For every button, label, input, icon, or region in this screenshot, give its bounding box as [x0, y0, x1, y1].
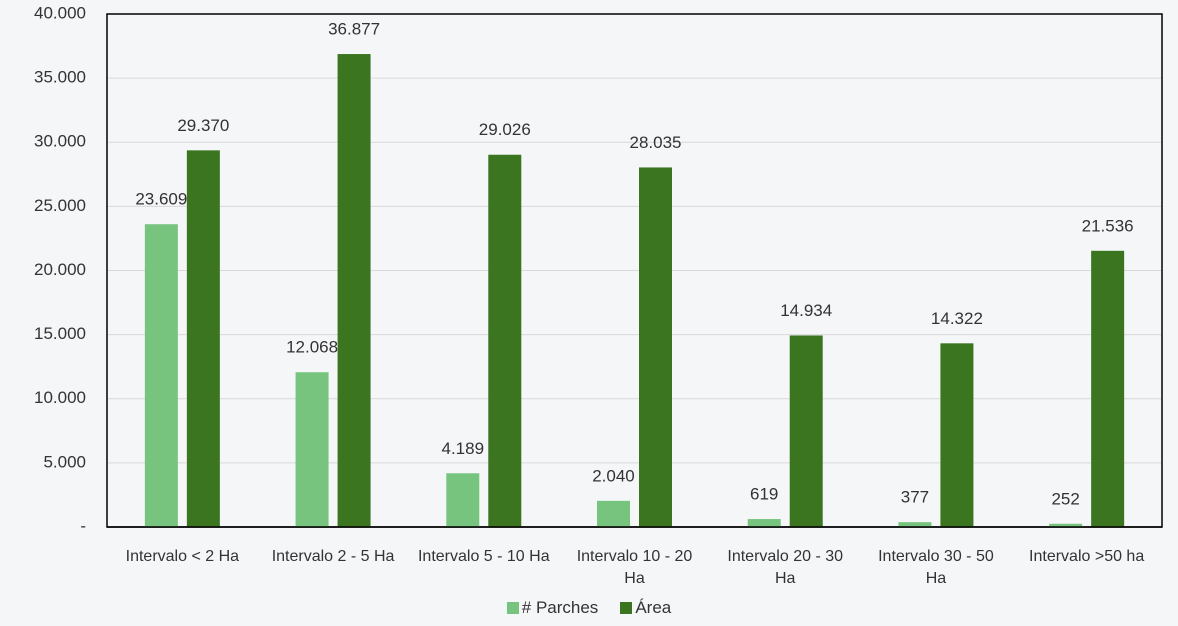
data-label: 29.026: [479, 120, 531, 139]
bar: [639, 167, 672, 528]
y-tick-label: 40.000: [34, 3, 86, 22]
y-tick-label: 35.000: [34, 68, 86, 87]
y-tick-label: 15.000: [34, 324, 86, 343]
legend-label: Área: [635, 598, 672, 617]
bar: [488, 154, 522, 527]
legend-swatch: [506, 602, 519, 614]
x-tick-label: Intervalo 2 - 5 Ha: [271, 548, 395, 565]
y-tick-label: 25.000: [34, 196, 86, 215]
legend-swatch: [620, 602, 633, 614]
data-label: 36.877: [328, 20, 380, 39]
bar: [597, 500, 630, 527]
x-tick-label: Intervalo >50 ha: [1029, 548, 1145, 565]
y-tick-label: 5.000: [43, 452, 86, 471]
data-label: 14.322: [931, 309, 983, 328]
data-label: 252: [1051, 489, 1079, 508]
bar: [144, 224, 178, 527]
data-label: 12.068: [286, 338, 338, 357]
bar: [747, 519, 781, 527]
data-label: 377: [901, 488, 929, 507]
x-tick-label: Intervalo < 2 Ha: [125, 548, 240, 565]
x-tick-label: Intervalo 10 - 20 Ha: [576, 548, 693, 587]
data-label: 21.536: [1082, 216, 1134, 235]
bar: [186, 150, 220, 527]
y-tick-label: -: [80, 516, 86, 535]
x-tick-label: Intervalo 30 - 50 Ha: [878, 548, 994, 587]
data-label: 23.609: [135, 190, 187, 209]
data-label: 4.189: [442, 439, 485, 458]
legend-item: # Parches: [506, 598, 599, 618]
bar: [940, 343, 974, 527]
bar: [446, 473, 480, 527]
bar: [1049, 523, 1083, 527]
data-label: 29.370: [177, 116, 229, 135]
bar: [898, 522, 932, 527]
bar: [295, 372, 329, 527]
data-label: 14.934: [780, 301, 832, 320]
legend-item: Área: [620, 598, 671, 618]
bar: [789, 335, 823, 527]
bar: [1091, 250, 1125, 528]
y-tick-label: 20.000: [34, 260, 86, 279]
data-label: 619: [750, 485, 778, 504]
legend: # Parches Área: [0, 598, 1178, 618]
y-tick-label: 30.000: [34, 132, 86, 151]
bar: [337, 54, 371, 527]
x-tick-label: Intervalo 20 - 30 Ha: [727, 548, 844, 587]
y-tick-label: 10.000: [34, 388, 86, 407]
legend-label: # Parches: [521, 598, 599, 617]
data-label: 28.035: [630, 133, 682, 152]
data-label: 2.040: [592, 466, 635, 485]
x-tick-label: Intervalo 5 - 10 Ha: [417, 548, 550, 565]
